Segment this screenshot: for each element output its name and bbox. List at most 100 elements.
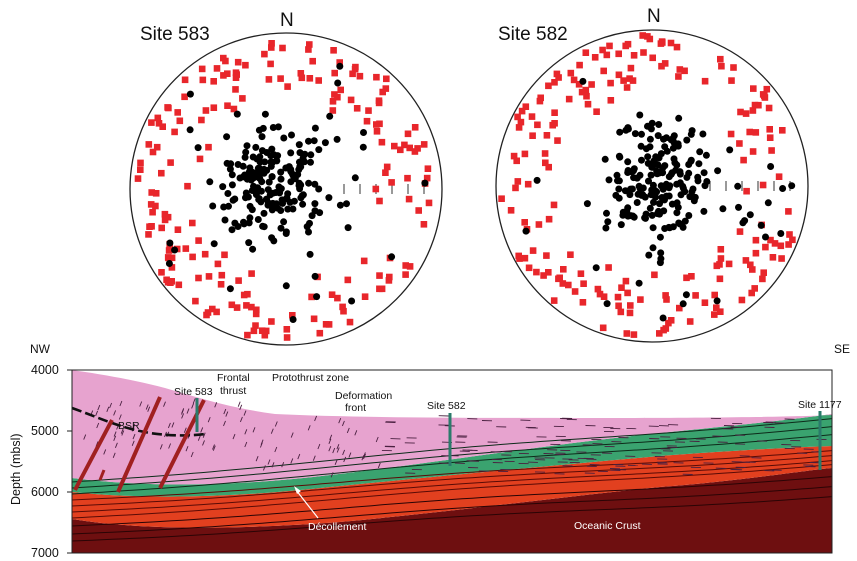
red-pole-marker bbox=[174, 109, 181, 116]
red-pole-marker bbox=[376, 197, 383, 205]
y-tick-6000: 6000 bbox=[31, 485, 59, 499]
red-pole-marker bbox=[174, 226, 182, 233]
red-pole-marker bbox=[510, 152, 518, 160]
black-pole-marker bbox=[249, 245, 257, 253]
red-pole-marker bbox=[663, 296, 670, 303]
red-pole-marker bbox=[268, 40, 275, 47]
black-pole-marker bbox=[252, 170, 259, 177]
red-pole-marker bbox=[224, 70, 231, 77]
fabric-dash bbox=[328, 438, 332, 444]
black-pole-marker bbox=[280, 218, 288, 226]
fabric-dash bbox=[106, 406, 110, 412]
black-pole-marker bbox=[285, 163, 293, 171]
red-pole-marker bbox=[785, 241, 792, 248]
red-pole-marker bbox=[716, 275, 724, 283]
fabric-dash bbox=[336, 444, 340, 450]
black-pole-marker bbox=[311, 180, 319, 188]
red-pole-marker bbox=[175, 281, 183, 289]
red-pole-marker bbox=[521, 254, 529, 262]
red-pole-marker bbox=[711, 291, 718, 299]
black-pole-marker bbox=[619, 211, 627, 219]
red-pole-marker bbox=[761, 92, 768, 100]
red-pole-marker bbox=[171, 128, 178, 136]
red-pole-marker bbox=[252, 310, 260, 318]
black-pole-marker bbox=[277, 224, 285, 232]
black-pole-marker bbox=[648, 186, 656, 194]
black-pole-marker bbox=[305, 179, 313, 187]
red-pole-marker bbox=[676, 304, 683, 312]
red-pole-marker bbox=[258, 327, 266, 334]
red-pole-marker bbox=[762, 243, 769, 251]
fabric-dash bbox=[159, 444, 163, 450]
red-pole-marker bbox=[221, 251, 228, 259]
black-pole-marker bbox=[206, 178, 214, 186]
fabric-dash bbox=[97, 404, 101, 411]
red-pole-marker bbox=[646, 35, 654, 43]
black-pole-marker bbox=[274, 204, 282, 212]
red-pole-marker bbox=[414, 145, 421, 152]
fabric-dash bbox=[334, 459, 338, 465]
fabric-dash bbox=[103, 449, 107, 455]
red-pole-marker bbox=[161, 216, 169, 224]
red-pole-marker bbox=[298, 74, 306, 82]
black-pole-marker bbox=[287, 149, 295, 157]
red-pole-marker bbox=[344, 276, 352, 284]
red-pole-marker bbox=[213, 308, 220, 316]
red-pole-marker bbox=[545, 82, 552, 90]
red-pole-marker bbox=[168, 278, 175, 285]
black-pole-marker bbox=[689, 185, 697, 193]
red-pole-marker bbox=[209, 305, 216, 313]
label-deformation: Deformation bbox=[335, 390, 392, 402]
red-pole-marker bbox=[181, 93, 188, 101]
red-pole-marker bbox=[205, 143, 212, 151]
y-tick-4000: 4000 bbox=[31, 363, 59, 377]
black-pole-marker bbox=[252, 191, 260, 199]
red-pole-marker bbox=[521, 150, 529, 158]
black-pole-marker bbox=[616, 153, 624, 161]
red-pole-marker bbox=[630, 331, 638, 338]
label-protothrust-zone: Protothrust zone bbox=[272, 372, 349, 384]
black-pole-marker bbox=[685, 161, 693, 168]
black-pole-marker bbox=[308, 212, 316, 220]
black-pole-marker bbox=[672, 166, 680, 174]
fabric-dash bbox=[185, 446, 189, 452]
red-pole-marker bbox=[360, 257, 368, 265]
red-pole-marker bbox=[766, 126, 773, 133]
black-pole-marker bbox=[284, 190, 292, 198]
red-pole-marker bbox=[283, 334, 291, 341]
fabric-dash bbox=[191, 403, 195, 409]
red-pole-marker bbox=[309, 57, 316, 65]
red-pole-marker bbox=[152, 190, 160, 197]
black-pole-marker bbox=[667, 136, 675, 144]
black-pole-marker bbox=[299, 200, 307, 208]
black-pole-marker bbox=[642, 145, 650, 153]
black-pole-marker bbox=[186, 126, 194, 134]
red-pole-marker bbox=[554, 137, 561, 144]
black-pole-marker bbox=[533, 176, 541, 184]
red-pole-marker bbox=[213, 65, 221, 72]
red-pole-marker bbox=[373, 128, 381, 135]
red-pole-marker bbox=[747, 261, 754, 269]
black-pole-marker bbox=[652, 193, 659, 201]
red-pole-marker bbox=[765, 104, 773, 112]
red-pole-marker bbox=[164, 254, 172, 261]
black-pole-marker bbox=[333, 135, 341, 143]
red-pole-marker bbox=[234, 58, 242, 66]
black-pole-marker bbox=[653, 167, 661, 175]
red-pole-marker bbox=[415, 207, 422, 214]
red-pole-marker bbox=[533, 268, 540, 276]
black-pole-marker bbox=[307, 151, 315, 159]
black-pole-marker bbox=[257, 198, 265, 206]
black-pole-marker bbox=[227, 160, 235, 168]
red-pole-marker bbox=[336, 59, 343, 66]
red-pole-marker bbox=[615, 302, 622, 310]
red-pole-marker bbox=[681, 67, 688, 75]
black-pole-marker bbox=[676, 179, 684, 187]
black-pole-marker bbox=[713, 297, 721, 305]
red-pole-marker bbox=[331, 69, 338, 77]
red-pole-marker bbox=[330, 47, 337, 54]
black-pole-marker bbox=[638, 156, 645, 164]
red-pole-marker bbox=[252, 322, 259, 329]
red-pole-marker bbox=[334, 93, 341, 101]
black-pole-marker bbox=[702, 151, 710, 159]
